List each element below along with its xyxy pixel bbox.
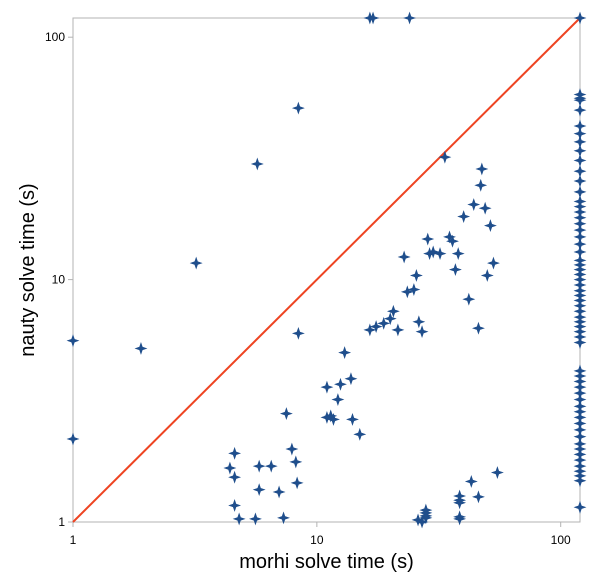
data-point <box>250 157 264 171</box>
data-point <box>573 103 587 117</box>
data-point <box>573 174 587 188</box>
data-point <box>338 346 352 359</box>
y-axis-title: nauty solve time (s) <box>17 183 39 356</box>
data-point <box>66 432 80 446</box>
data-point <box>353 427 367 441</box>
data-point <box>475 162 489 176</box>
data-point <box>228 499 242 512</box>
data-point <box>478 201 492 215</box>
x-axis-title: morhi solve time (s) <box>239 551 413 573</box>
data-point <box>391 323 405 337</box>
data-point <box>462 292 476 306</box>
data-point <box>457 210 471 223</box>
data-point <box>415 325 429 339</box>
y-equals-x-line <box>72 17 581 523</box>
data-point <box>377 316 391 330</box>
data-point <box>433 247 447 261</box>
data-point <box>480 269 494 282</box>
x-tick-label: 10 <box>310 533 324 547</box>
data-point <box>66 334 80 348</box>
data-point <box>189 256 203 270</box>
data-point <box>403 11 416 25</box>
data-point <box>409 269 423 282</box>
points-layer <box>66 11 587 529</box>
data-point <box>446 234 459 248</box>
data-point <box>421 232 435 246</box>
data-point <box>573 500 587 514</box>
data-point <box>438 150 452 164</box>
data-point <box>426 245 440 259</box>
data-point <box>448 263 462 276</box>
data-point <box>397 250 411 264</box>
data-point <box>285 442 299 456</box>
data-point <box>412 315 426 329</box>
data-point <box>327 412 340 426</box>
data-point <box>346 412 359 426</box>
data-point <box>252 459 266 473</box>
data-point <box>249 512 262 526</box>
data-point <box>291 326 305 340</box>
y-tick-label: 100 <box>45 30 65 44</box>
data-point <box>134 342 148 355</box>
data-point <box>483 219 497 233</box>
data-point <box>223 461 237 475</box>
data-point <box>573 154 587 167</box>
data-point <box>472 490 485 504</box>
data-point <box>411 513 425 527</box>
data-point <box>228 470 242 484</box>
y-tick-label: 1 <box>58 515 65 529</box>
data-point <box>487 256 500 270</box>
data-point <box>320 380 334 394</box>
data-point <box>369 320 383 334</box>
data-point <box>272 485 286 499</box>
data-point <box>344 372 358 386</box>
data-point <box>573 474 587 488</box>
data-point <box>291 101 305 115</box>
data-point <box>453 496 467 510</box>
data-point <box>419 511 433 525</box>
data-point <box>277 511 290 525</box>
data-point <box>290 476 304 490</box>
data-point <box>366 11 380 25</box>
data-point <box>252 483 266 497</box>
data-point <box>331 393 345 406</box>
data-point <box>383 312 397 326</box>
data-point <box>573 11 587 25</box>
data-point <box>400 285 414 299</box>
data-point <box>451 247 465 261</box>
data-point <box>289 455 303 469</box>
data-point <box>386 304 400 318</box>
data-point <box>490 466 504 479</box>
data-point <box>279 407 293 421</box>
data-point <box>472 321 485 335</box>
x-tick-label: 100 <box>551 533 571 547</box>
x-tick-label: 1 <box>70 533 77 547</box>
data-point <box>334 377 347 391</box>
data-point <box>407 283 421 296</box>
tick-labels-layer: 1 10 100 1 10 100 <box>45 30 571 547</box>
data-point <box>232 512 246 526</box>
y-tick-label: 10 <box>52 273 66 287</box>
data-point <box>453 510 467 524</box>
data-point <box>464 475 478 488</box>
data-point <box>363 323 377 337</box>
data-point <box>573 336 587 349</box>
data-point <box>474 178 488 192</box>
data-point <box>264 459 278 473</box>
data-point <box>228 446 242 460</box>
data-point <box>467 198 481 211</box>
